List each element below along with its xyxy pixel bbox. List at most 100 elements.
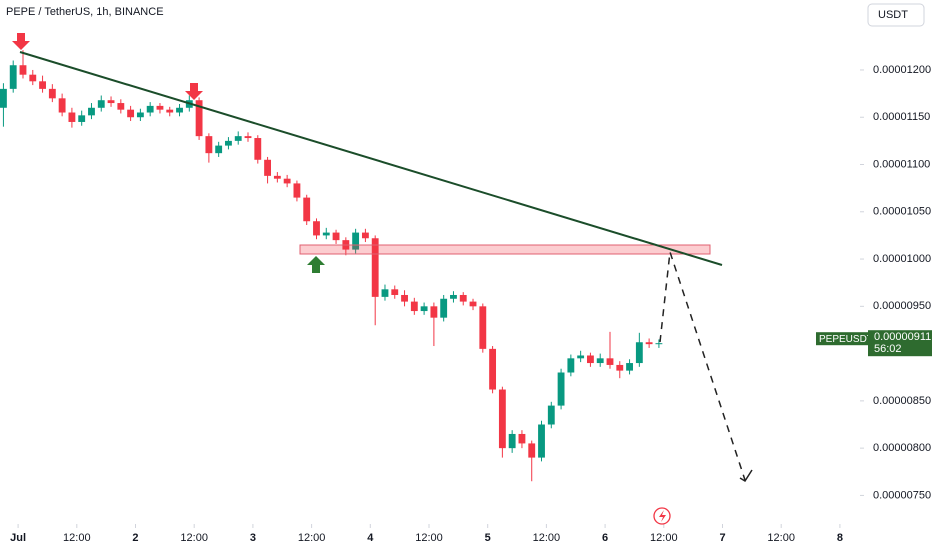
- candle-body: [97, 100, 105, 108]
- y-tick-label: 0.00000800: [873, 442, 931, 454]
- up-arrow: [307, 256, 325, 273]
- price-box: [868, 330, 932, 357]
- candles: [0, 50, 663, 482]
- candle-body: [489, 348, 497, 390]
- y-tick-label: 0.00000950: [873, 300, 931, 312]
- candle-body: [283, 178, 291, 184]
- candle-body: [117, 103, 125, 110]
- x-tick-label: 12:00: [63, 532, 91, 544]
- candle-body: [322, 232, 330, 236]
- candle-body: [508, 433, 516, 449]
- x-tick-label: 4: [367, 532, 374, 544]
- candle-body: [538, 424, 545, 458]
- candle-body: [626, 363, 633, 371]
- candle-body: [596, 358, 604, 364]
- projection-arrowhead: [739, 469, 753, 483]
- candle-body: [88, 107, 95, 116]
- candle-body: [332, 232, 340, 241]
- candle-body: [273, 175, 281, 179]
- candle-body: [48, 88, 56, 99]
- candle-body: [58, 98, 66, 113]
- y-tick-label: 0.00001150: [873, 111, 930, 123]
- candle-body: [547, 405, 555, 425]
- candle-body: [293, 183, 301, 198]
- event-icon-bolt: [659, 510, 666, 522]
- y-tick-label: 0.00001200: [873, 64, 931, 76]
- candle-body: [498, 389, 506, 449]
- x-tick-label: 5: [485, 532, 491, 544]
- symbol-box: [816, 332, 868, 346]
- candle-body: [127, 109, 135, 118]
- y-tick-label: 0.00001100: [873, 158, 930, 170]
- candle-body: [518, 433, 526, 444]
- candle-body: [616, 364, 624, 371]
- y-tick-label: 0.00001050: [873, 206, 931, 218]
- x-tick-label: 3: [250, 532, 256, 544]
- countdown: 56:02: [874, 343, 902, 355]
- candle-body: [68, 112, 76, 122]
- candle-body: [225, 140, 232, 146]
- candle-body: [567, 358, 575, 373]
- candle-body: [136, 112, 144, 118]
- x-tick-label: 7: [719, 532, 725, 544]
- candle-body: [107, 100, 115, 104]
- candle-body: [156, 105, 164, 110]
- x-tick-label: 2: [132, 532, 138, 544]
- x-tick-label: 6: [602, 532, 608, 544]
- currency-label[interactable]: USDT: [878, 9, 908, 21]
- candle-body: [0, 88, 7, 108]
- candle-body: [371, 238, 379, 297]
- candle-body: [420, 306, 428, 312]
- candle-body: [381, 289, 389, 297]
- price-label: PEPEUSDT 0.00000911 56:02: [816, 330, 932, 357]
- down-arrow: [12, 33, 30, 50]
- candle-body: [313, 221, 320, 236]
- down-arrow: [185, 83, 203, 100]
- candle-body: [264, 159, 271, 176]
- candle-body: [557, 372, 565, 406]
- candle-body: [635, 342, 643, 364]
- candle-body: [352, 232, 360, 250]
- y-tick-label: 0.00000750: [873, 489, 931, 501]
- candle-body: [459, 294, 467, 302]
- x-tick-label: 12:00: [180, 532, 208, 544]
- event-icon[interactable]: [653, 507, 671, 525]
- candle-body: [254, 138, 262, 160]
- candle-body: [391, 289, 399, 295]
- candle-body: [450, 294, 457, 299]
- candle-body: [479, 306, 487, 349]
- candle-body: [78, 115, 86, 122]
- candle-body: [166, 109, 174, 113]
- x-tick-label: 12:00: [415, 532, 443, 544]
- candle-body: [440, 298, 448, 318]
- candle-body: [39, 81, 46, 89]
- candle-body: [645, 342, 653, 345]
- candle-body: [469, 301, 477, 307]
- symbol-label: PEPEUSDT: [819, 334, 873, 345]
- candle-body: [146, 105, 154, 113]
- candle-body: [205, 136, 213, 154]
- x-tick-label: 12:00: [533, 532, 561, 544]
- candle-body: [29, 74, 37, 82]
- chart-title: PEPE / TetherUS, 1h, BINANCE: [6, 6, 164, 18]
- candle-body: [430, 306, 438, 318]
- candle-body: [19, 65, 27, 75]
- x-tick-label: Jul: [10, 532, 26, 544]
- candle-body: [361, 232, 369, 239]
- y-tick-label: 0.00000850: [873, 395, 931, 407]
- candle-body: [410, 301, 418, 312]
- trend-line: [19, 51, 723, 266]
- candle-body: [244, 136, 252, 139]
- resistance-zone: [299, 244, 711, 255]
- candle-body: [215, 145, 223, 154]
- currency-button[interactable]: [867, 3, 925, 27]
- candle-body: [195, 100, 203, 137]
- x-tick-label: 8: [837, 532, 843, 544]
- candle-body: [303, 197, 311, 222]
- candle-body: [234, 136, 242, 141]
- candle-body: [655, 343, 663, 345]
- candle-body: [9, 65, 17, 89]
- last-price: 0.00000911: [874, 331, 931, 343]
